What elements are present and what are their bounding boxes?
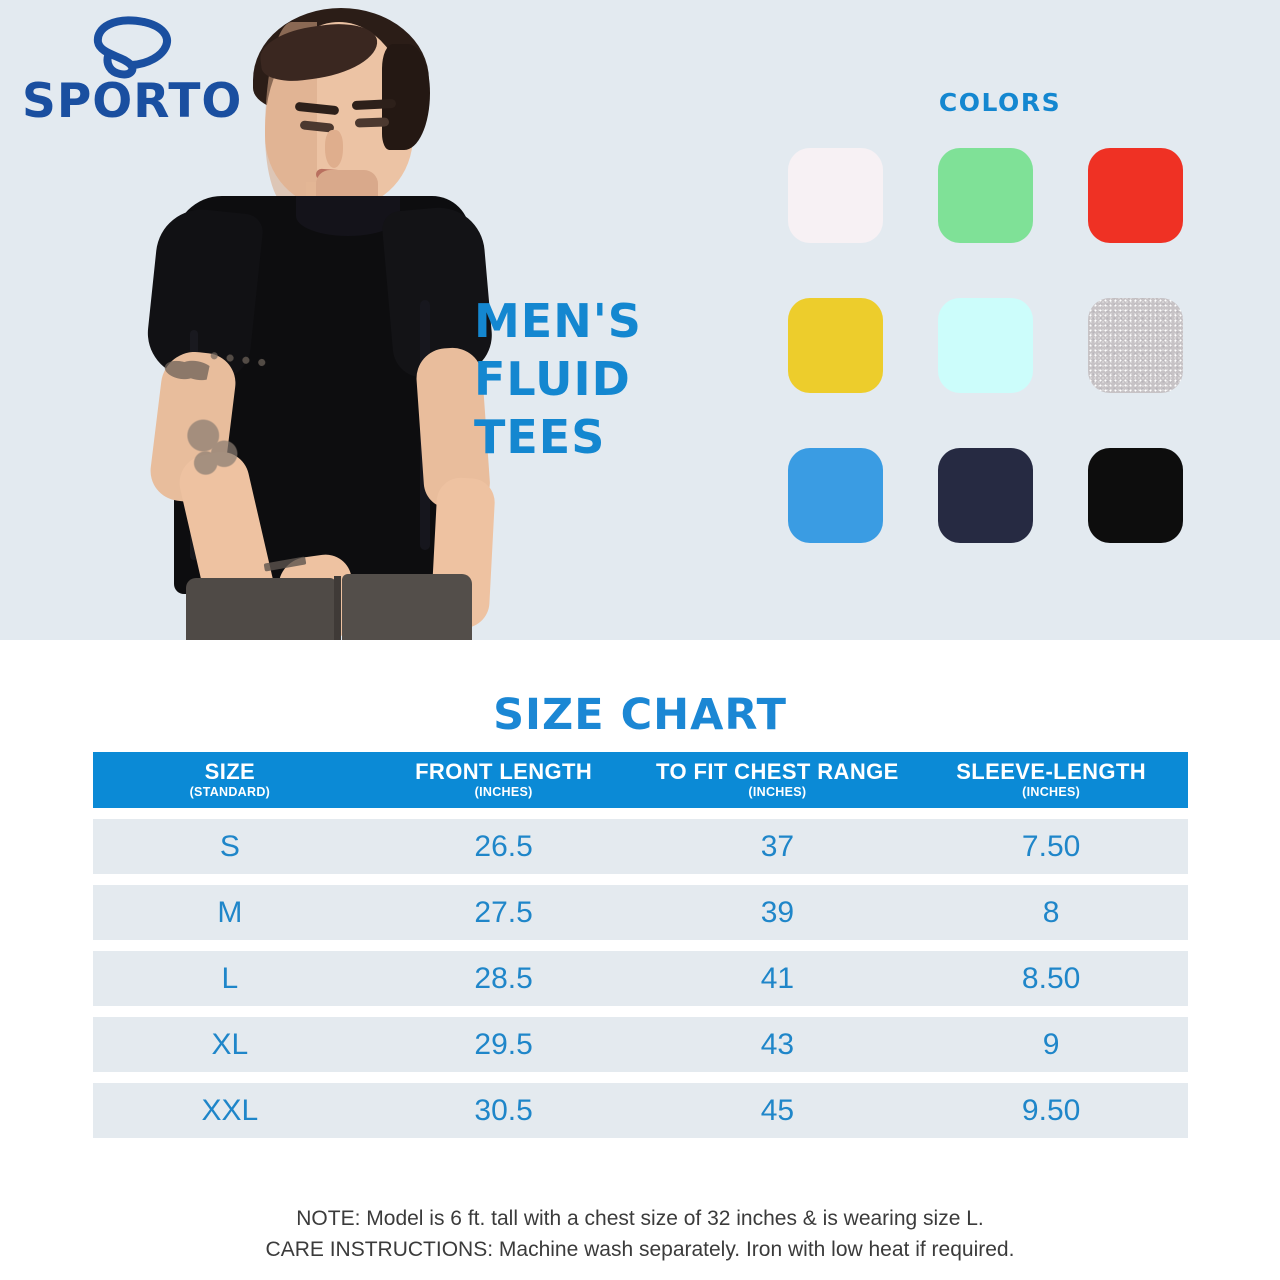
color-swatch-black[interactable] xyxy=(1088,448,1183,543)
table-row: S 26.5 37 7.50 xyxy=(93,819,1188,874)
cell-size: S xyxy=(219,829,240,863)
cell-sleeve-length: 9.50 xyxy=(1021,1093,1081,1127)
model-nose xyxy=(325,130,343,168)
headline-line-2: FLUID xyxy=(474,352,631,406)
color-swatch-white[interactable] xyxy=(788,148,883,243)
column-header-sleeve-length: SLEEVE-LENGTH (INCHES) xyxy=(914,752,1188,808)
column-header-chest-range: TO FIT CHEST RANGE (INCHES) xyxy=(641,752,915,808)
sporto-swoosh-icon xyxy=(93,16,171,79)
page-title: SIZE CHART xyxy=(493,690,787,740)
model-trousers-left xyxy=(186,578,336,640)
cell-size: M xyxy=(217,895,243,929)
column-header-front-length-label: FRONT LENGTH xyxy=(415,758,593,784)
color-swatch-sky-blue[interactable] xyxy=(788,448,883,543)
cell-front-length: 27.5 xyxy=(474,895,533,929)
cell-chest-range: 45 xyxy=(760,1093,795,1127)
cell-chest-range: 39 xyxy=(760,895,795,929)
column-header-front-length: FRONT LENGTH (INCHES) xyxy=(367,752,641,808)
color-swatch-yellow[interactable] xyxy=(788,298,883,393)
headline-line-1: MEN'S xyxy=(474,294,642,348)
column-header-chest-range-label: TO FIT CHEST RANGE xyxy=(656,758,899,784)
hero-panel: SPORTO MEN'S xyxy=(0,0,1280,640)
colors-section-title: COLORS xyxy=(938,88,1062,117)
column-header-size-unit: (STANDARD) xyxy=(189,785,271,800)
cell-front-length: 30.5 xyxy=(474,1093,533,1127)
model-trousers-seam xyxy=(334,576,341,640)
table-body: S 26.5 37 7.50 M 27.5 39 8 L 28.5 41 8.5… xyxy=(93,819,1188,1138)
product-headline: MEN'S FLUID TEES xyxy=(474,292,704,466)
model-trousers-right xyxy=(342,574,472,640)
cell-sleeve-length: 8.50 xyxy=(1021,961,1081,995)
column-header-front-length-unit: (INCHES) xyxy=(474,785,533,800)
brand-wordmark: SPORTO xyxy=(22,74,243,129)
cell-sleeve-length: 9 xyxy=(1042,1027,1060,1061)
column-header-size: SIZE (STANDARD) xyxy=(93,752,367,808)
color-swatch-grid xyxy=(788,148,1184,543)
cell-front-length: 28.5 xyxy=(474,961,533,995)
column-header-sleeve-length-label: SLEEVE-LENGTH xyxy=(956,758,1147,784)
model-hair-side xyxy=(382,44,430,150)
cell-sleeve-length: 8 xyxy=(1042,895,1060,929)
color-swatch-navy[interactable] xyxy=(938,448,1033,543)
cell-chest-range: 43 xyxy=(760,1027,795,1061)
table-row: XXL 30.5 45 9.50 xyxy=(93,1083,1188,1138)
color-swatch-grey-melange[interactable] xyxy=(1088,298,1183,393)
table-row: L 28.5 41 8.50 xyxy=(93,951,1188,1006)
column-header-size-label: SIZE xyxy=(204,758,256,784)
table-row: M 27.5 39 8 xyxy=(93,885,1188,940)
headline-line-3: TEES xyxy=(474,410,606,464)
table-header-row: SIZE (STANDARD) FRONT LENGTH (INCHES) TO… xyxy=(93,752,1188,808)
model-tattoo-floral xyxy=(170,406,254,490)
model-eye-right xyxy=(354,117,390,128)
brand-logo[interactable]: SPORTO xyxy=(22,12,243,129)
column-header-chest-range-unit: (INCHES) xyxy=(748,785,807,800)
model-photo xyxy=(120,0,590,640)
color-swatch-mint-green[interactable] xyxy=(938,148,1033,243)
note-model-info: NOTE: Model is 6 ft. tall with a chest s… xyxy=(296,1207,984,1230)
color-swatch-red[interactable] xyxy=(1088,148,1183,243)
cell-chest-range: 37 xyxy=(760,829,795,863)
cell-front-length: 26.5 xyxy=(474,829,533,863)
note-care-instructions: CARE INSTRUCTIONS: Machine wash separate… xyxy=(265,1238,1015,1261)
size-chart-table: SIZE (STANDARD) FRONT LENGTH (INCHES) TO… xyxy=(93,752,1188,1138)
color-swatch-pale-cyan[interactable] xyxy=(938,298,1033,393)
cell-chest-range: 41 xyxy=(760,961,795,995)
cell-size: XXL xyxy=(201,1093,259,1127)
cell-size: XL xyxy=(211,1027,249,1061)
cell-sleeve-length: 7.50 xyxy=(1021,829,1081,863)
cell-size: L xyxy=(221,961,239,995)
column-header-sleeve-length-unit: (INCHES) xyxy=(1022,785,1081,800)
table-row: XL 29.5 43 9 xyxy=(93,1017,1188,1072)
cell-front-length: 29.5 xyxy=(474,1027,533,1061)
footnotes: NOTE: Model is 6 ft. tall with a chest s… xyxy=(0,1203,1280,1265)
